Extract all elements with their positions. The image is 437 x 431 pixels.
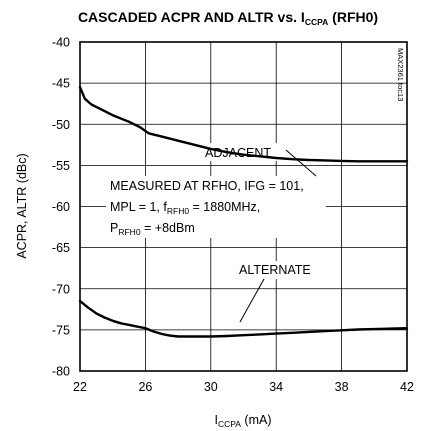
x-axis-label-tail: (mA) xyxy=(241,413,272,427)
x-tick-label: 42 xyxy=(400,380,414,394)
x-tick-label: 38 xyxy=(335,380,349,394)
y-tick-label: -60 xyxy=(52,200,70,214)
y-tick-label: -45 xyxy=(52,77,70,91)
chart-title-tail: (RFH0) xyxy=(328,9,378,25)
x-tick-label: 22 xyxy=(73,380,87,394)
figure-code: MAX2361 toc13 xyxy=(396,48,405,101)
grid xyxy=(80,42,407,371)
alternate-label: ALTERNATE xyxy=(239,263,311,277)
x-axis-label: ICCPA (mA) xyxy=(214,413,271,429)
conditions-line-3-pre: P xyxy=(110,221,118,235)
adjacent-leader-line xyxy=(285,149,317,177)
series-line-adjacent xyxy=(78,86,409,163)
x-tick-labels: 22 26 30 34 38 42 xyxy=(73,380,414,394)
conditions-line-2-post: = 1880MHz, xyxy=(189,200,260,214)
y-tick-label: -80 xyxy=(52,365,70,379)
x-axis-label-main: I xyxy=(214,413,217,427)
conditions-line-3-post: = +8dBm xyxy=(141,221,195,235)
conditions-line-2-pre: MPL = 1, f xyxy=(110,200,167,214)
chart-title-main: CASCADED ACPR AND ALTR vs. I xyxy=(78,9,305,25)
y-tick-label: -40 xyxy=(52,36,70,50)
series-group xyxy=(78,86,409,338)
conditions-line-3-sub: RFH0 xyxy=(118,227,140,237)
y-tick-label: -70 xyxy=(52,282,70,296)
y-tick-label: -65 xyxy=(52,241,70,255)
alternate-label-backdrop xyxy=(235,261,319,279)
x-axis-label-sub: CCPA xyxy=(218,419,241,429)
y-tick-label: -55 xyxy=(52,159,70,173)
alternate-leader-line xyxy=(239,278,265,323)
conditions-line-2: MPL = 1, fRFH0 = 1880MHz, xyxy=(110,200,260,216)
y-tick-label: -75 xyxy=(52,323,70,337)
y-axis-label: ACPR, ALTR (dBc) xyxy=(15,153,29,258)
conditions-line-3: PRFH0 = +8dBm xyxy=(110,221,195,237)
chart-title-sub: CCPA xyxy=(305,17,328,27)
x-tick-label: 34 xyxy=(269,380,283,394)
x-tick-label: 30 xyxy=(204,380,218,394)
conditions-line-2-sub: RFH0 xyxy=(167,206,189,216)
series-line-alternate xyxy=(78,299,409,338)
adjacent-label: ADJACENT xyxy=(205,146,271,160)
y-tick-label: -50 xyxy=(52,118,70,132)
chart-title: CASCADED ACPR AND ALTR vs. ICCPA (RFH0) xyxy=(78,9,378,27)
conditions-backdrop xyxy=(106,176,326,238)
y-tick-labels: -40 -45 -50 -55 -60 -65 -70 -75 -80 xyxy=(52,36,70,379)
x-tick-label: 26 xyxy=(138,380,152,394)
conditions-line-1: MEASURED AT RFHO, IFG = 101, xyxy=(110,179,304,193)
